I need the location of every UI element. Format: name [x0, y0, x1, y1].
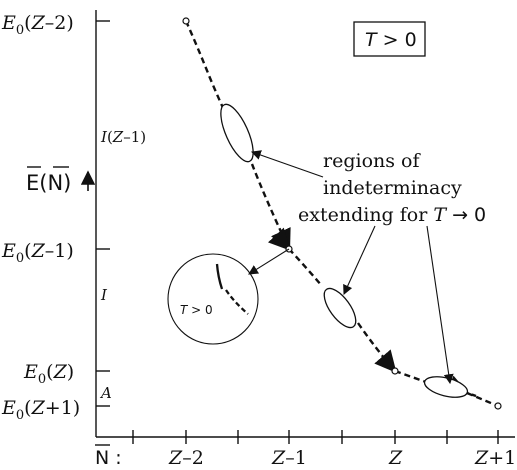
x-ticks	[132, 430, 499, 444]
condition-box-label: T > 0	[365, 29, 417, 51]
annotation-arrow-2	[343, 225, 376, 296]
x-tick-label-zm2: Z–2	[168, 447, 204, 469]
x-axis-label: N :	[95, 447, 122, 469]
point-zp1	[494, 402, 502, 410]
inset-curve-upper	[215, 263, 224, 290]
indeterminacy-region-2	[323, 287, 357, 329]
label-e0-z: E0(Z)	[23, 361, 74, 387]
point-zm2	[182, 17, 190, 25]
magnified-inset	[167, 253, 259, 345]
curve-segment-4	[357, 322, 397, 373]
indeterminacy-region-1	[220, 103, 254, 163]
curve-segment-1	[184, 20, 233, 126]
label-e0-zm1: E0(Z–1)	[1, 240, 74, 266]
x-tick-label-zm1: Z–1	[271, 447, 307, 469]
annotation-line-1: regions of	[323, 150, 421, 172]
label-e0-zp1: E0(Z+1)	[1, 397, 80, 423]
x-tick-label-z: Z	[388, 447, 403, 469]
curve-segment-6	[445, 375, 499, 408]
curve-segment-2	[250, 163, 291, 252]
condition-box	[353, 21, 426, 57]
y-axis-label: E(N)	[26, 166, 96, 195]
label-ionization-zm1: I(Z–1)	[100, 128, 146, 146]
annotation-line-2: indeterminacy	[323, 177, 462, 199]
label-ionization: I	[100, 286, 108, 304]
annotation-arrow-3	[426, 225, 454, 385]
y-axis-label-text: E(N)	[26, 171, 71, 195]
inset-pointer-arrow	[248, 248, 290, 275]
inset-temperature-label: T > 0	[180, 303, 213, 317]
curve-segment-3	[267, 227, 323, 287]
annotation-arrow-1	[250, 150, 324, 178]
label-affinity: A	[99, 384, 112, 402]
label-e0-zm2: E0(Z–2)	[1, 12, 74, 38]
x-tick-label-zp1: Z+1	[474, 447, 516, 469]
inset-curve-lower	[225, 289, 249, 315]
indeterminacy-region-3	[423, 376, 469, 398]
annotation-line-3: extending for T → 0	[298, 204, 486, 226]
curve-segment-5	[394, 369, 427, 384]
point-z	[391, 367, 399, 375]
